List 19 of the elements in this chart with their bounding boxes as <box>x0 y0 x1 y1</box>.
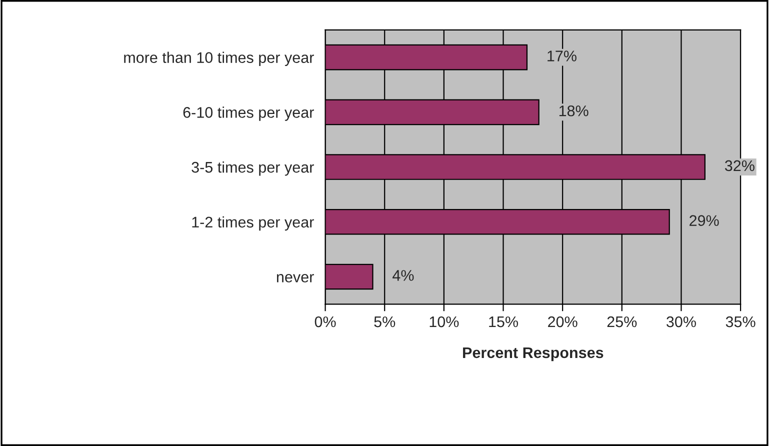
data-label: 29% <box>690 215 719 226</box>
data-label: 18% <box>559 105 588 116</box>
y-tick-label: more than 10 times per year <box>124 52 314 66</box>
x-tick-label: 15% <box>489 316 518 328</box>
y-tick-label: 3-5 times per year <box>192 161 314 176</box>
x-tick-label: 0% <box>314 316 336 328</box>
data-label: 17% <box>548 50 576 62</box>
x-tick-label: 30% <box>666 316 696 328</box>
x-tick-label: 35% <box>726 316 756 328</box>
x-tick-label: 25% <box>607 316 637 328</box>
x-tick-label: 5% <box>374 316 396 328</box>
x-tick-label: 10% <box>430 316 459 328</box>
y-tick-label: never <box>276 274 314 282</box>
x-tick-label: 20% <box>548 316 578 328</box>
y-tick-label: 1-2 times per year <box>192 216 314 231</box>
y-tick-label: 6-10 times per year <box>183 106 314 121</box>
data-label: 4% <box>392 270 414 281</box>
x-axis-title: Percent Responses <box>463 347 604 362</box>
data-label: 32% <box>724 160 754 172</box>
